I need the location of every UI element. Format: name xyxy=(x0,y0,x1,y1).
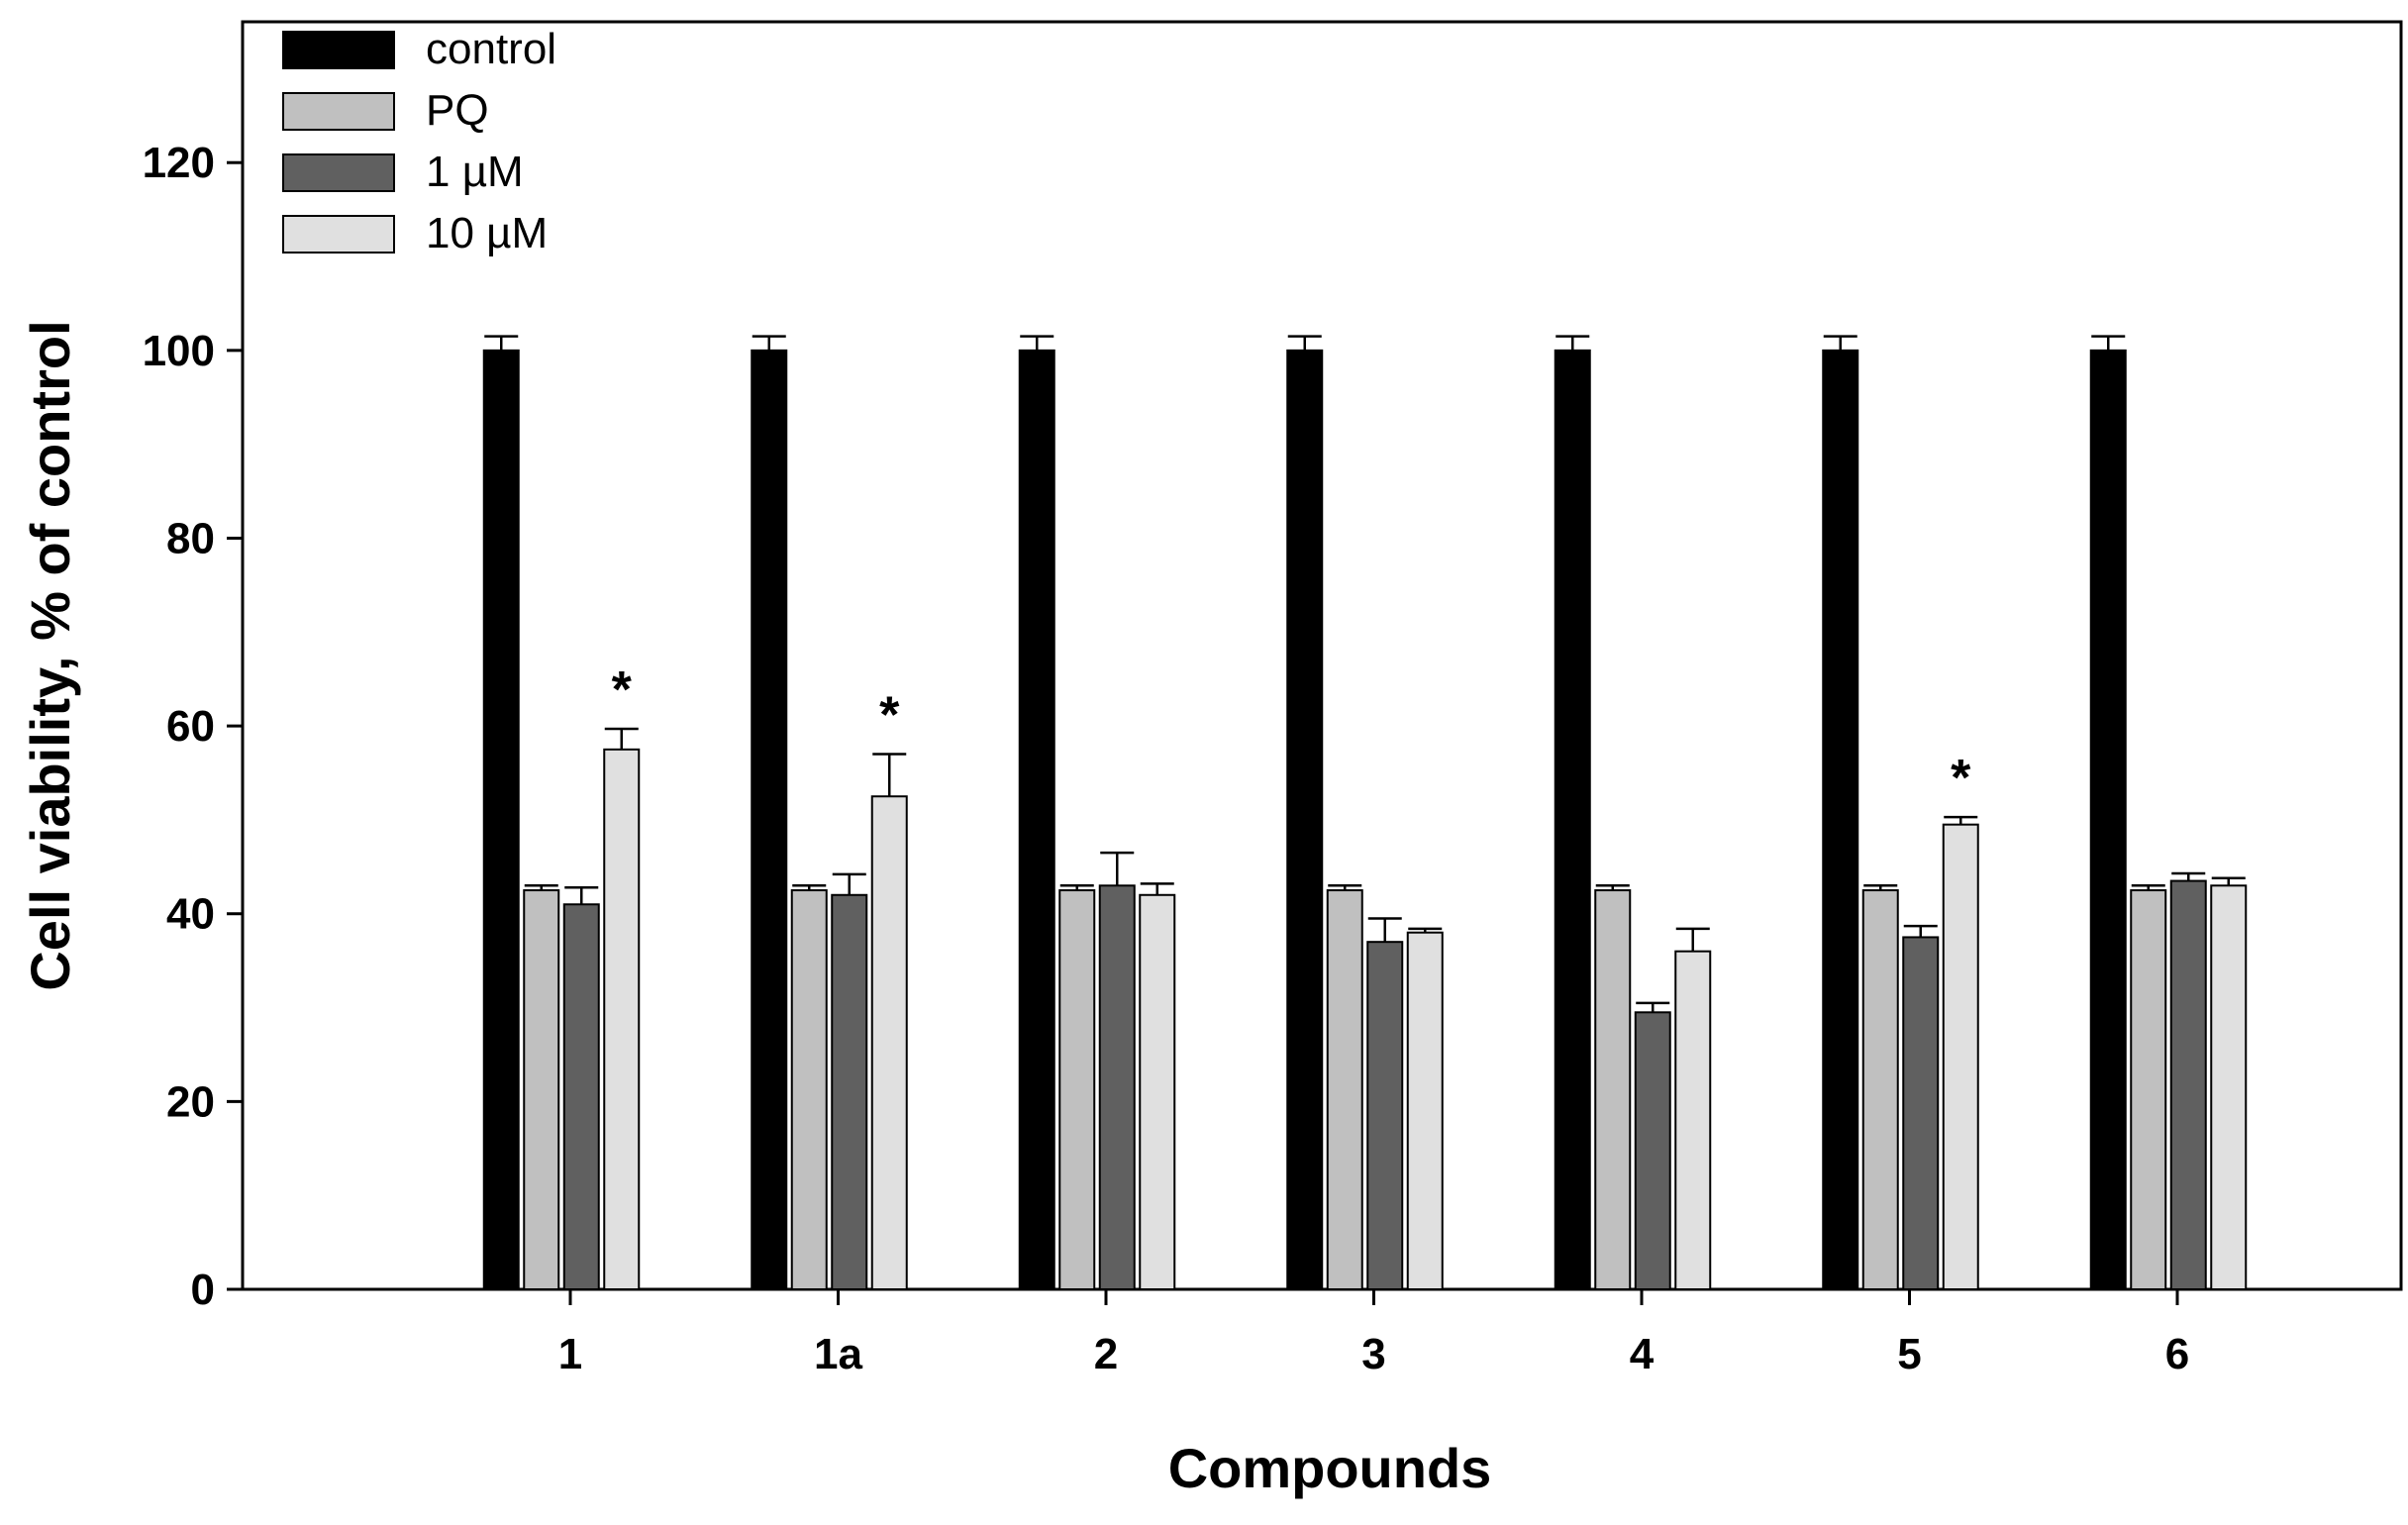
y-tick-label: 20 xyxy=(166,1077,215,1126)
bar xyxy=(523,889,560,1290)
y-tick-label: 0 xyxy=(191,1266,215,1314)
x-tick-label: 1a xyxy=(814,1330,862,1378)
legend-label: control xyxy=(426,25,556,73)
bar xyxy=(751,349,788,1290)
legend-swatch xyxy=(282,92,395,131)
bar xyxy=(1594,889,1632,1290)
bar xyxy=(1058,889,1096,1290)
x-tick-label: 6 xyxy=(2165,1330,2189,1378)
bars: * * * xyxy=(482,335,2248,1291)
bar xyxy=(870,795,908,1290)
bar xyxy=(2210,884,2248,1291)
bar xyxy=(1942,823,1979,1291)
bar xyxy=(1406,931,1444,1290)
bar xyxy=(2169,879,2207,1290)
bar xyxy=(1326,889,1363,1290)
legend-swatch xyxy=(282,31,395,69)
legend-label: 10 µM xyxy=(426,209,548,257)
bar xyxy=(482,349,520,1290)
legend-swatch xyxy=(282,153,395,192)
y-tick-label: 40 xyxy=(166,890,215,939)
bar xyxy=(562,903,600,1291)
bar xyxy=(1861,889,1899,1290)
legend: control PQ 1 µM 10 µM xyxy=(282,25,556,257)
significance-marker: * xyxy=(612,661,633,719)
x-tick-label: 4 xyxy=(1630,1330,1655,1378)
y-tick-label: 120 xyxy=(143,139,215,187)
x-tick-label: 2 xyxy=(1094,1330,1118,1378)
legend-label: 1 µM xyxy=(426,148,524,196)
bar xyxy=(831,893,868,1290)
bar xyxy=(2089,349,2127,1290)
x-tick-label: 1 xyxy=(558,1330,582,1378)
bar xyxy=(1822,349,1859,1290)
bar xyxy=(1674,950,1712,1291)
y-axis-title: Cell viability, % of control xyxy=(19,320,81,990)
y-tick-label: 100 xyxy=(143,327,215,375)
bar xyxy=(2130,889,2167,1290)
y-tick-label: 80 xyxy=(166,514,215,562)
y-tick-label: 60 xyxy=(166,702,215,751)
significance-marker: * xyxy=(879,687,900,745)
legend-swatch xyxy=(282,215,395,254)
x-tick-label: 5 xyxy=(1897,1330,1921,1378)
bar xyxy=(603,748,641,1290)
bar xyxy=(1018,349,1055,1290)
bar xyxy=(790,889,828,1290)
legend-label: PQ xyxy=(426,86,489,135)
bar xyxy=(1139,893,1176,1290)
significance-marker: * xyxy=(1951,750,1971,807)
bar xyxy=(1554,349,1591,1290)
x-axis-title: Compounds xyxy=(1168,1437,1492,1499)
bar xyxy=(1286,349,1324,1290)
bar xyxy=(1902,936,1940,1290)
bar xyxy=(1366,941,1404,1290)
bar xyxy=(1634,1011,1671,1291)
bar xyxy=(1098,884,1136,1291)
x-tick-label: 3 xyxy=(1361,1330,1385,1378)
